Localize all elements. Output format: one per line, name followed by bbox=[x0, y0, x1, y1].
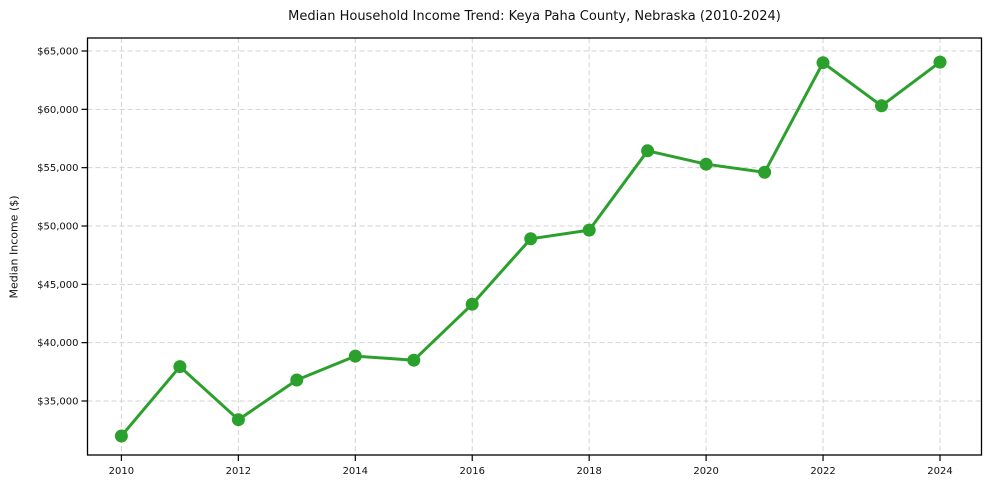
y-tick-label: $55,000 bbox=[37, 163, 78, 174]
x-tick-label: 2014 bbox=[343, 466, 368, 477]
data-point-marker bbox=[173, 360, 187, 374]
data-point-marker bbox=[699, 157, 713, 171]
y-tick-label: $35,000 bbox=[37, 396, 78, 407]
data-point-marker bbox=[875, 99, 888, 113]
axis-layer: $35,000 $40,000 $45,000 $50,000 $55,000 $60,0… bbox=[37, 37, 983, 477]
x-tick-label: 2022 bbox=[810, 466, 835, 477]
data-point-marker bbox=[816, 56, 830, 70]
data-point-marker bbox=[348, 349, 362, 363]
data-point-marker bbox=[407, 353, 421, 367]
y-tick-label: $60,000 bbox=[37, 105, 78, 116]
data-point-marker bbox=[290, 373, 304, 387]
x-tick-label: 2012 bbox=[226, 466, 251, 477]
data-point-marker bbox=[114, 429, 128, 443]
series-line bbox=[119, 60, 942, 438]
x-tick-label: 2018 bbox=[576, 466, 601, 477]
data-point-marker bbox=[582, 223, 596, 237]
x-tick-label: 2024 bbox=[927, 466, 952, 477]
grid-layer bbox=[87, 38, 982, 455]
x-tick-label: 2016 bbox=[460, 466, 485, 477]
plot-border bbox=[86, 37, 983, 456]
data-point-marker bbox=[465, 297, 479, 311]
y-tick-label: $65,000 bbox=[37, 47, 78, 58]
chart-title: Median Household Income Trend: Keya Paha… bbox=[288, 9, 781, 24]
x-tick-label: 2010 bbox=[109, 466, 134, 477]
data-point-marker bbox=[524, 232, 538, 246]
data-point-marker bbox=[231, 413, 245, 427]
data-point-marker bbox=[933, 55, 947, 69]
data-point-marker bbox=[758, 165, 772, 179]
y-tick-label: $45,000 bbox=[37, 280, 78, 291]
data-point-marker bbox=[641, 144, 655, 158]
y-tick-label: $40,000 bbox=[37, 338, 78, 349]
y-tick-label: $50,000 bbox=[37, 221, 78, 232]
x-tick-label: 2020 bbox=[693, 466, 718, 477]
income-series bbox=[114, 55, 947, 443]
